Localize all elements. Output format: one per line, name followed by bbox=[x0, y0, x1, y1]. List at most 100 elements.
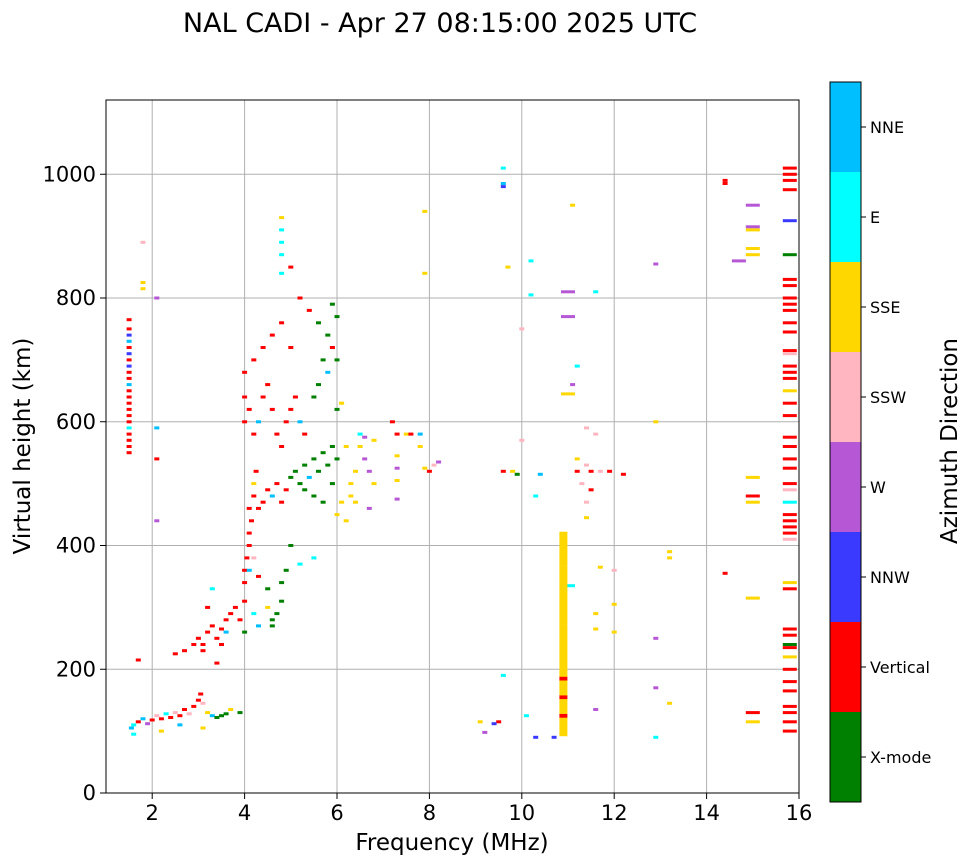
echo-point bbox=[782, 537, 797, 541]
echo-point bbox=[128, 726, 134, 730]
echo-point bbox=[288, 407, 294, 411]
echo-point bbox=[154, 519, 160, 523]
echo-point bbox=[782, 525, 797, 529]
echo-point bbox=[519, 438, 525, 442]
x-tick-label: 8 bbox=[423, 801, 436, 825]
echo-point bbox=[745, 225, 760, 229]
echo-point bbox=[251, 556, 257, 560]
echo-point bbox=[311, 395, 317, 399]
echo-point bbox=[559, 661, 568, 666]
echo-point bbox=[242, 630, 248, 634]
echo-point bbox=[394, 454, 400, 458]
echo-point bbox=[200, 643, 206, 646]
echo-point bbox=[745, 720, 760, 724]
echo-point bbox=[283, 420, 289, 424]
echo-point bbox=[366, 469, 372, 473]
echo-point bbox=[782, 308, 797, 312]
x-tick-label: 16 bbox=[786, 801, 813, 825]
echo-point bbox=[782, 401, 797, 405]
grid-lines bbox=[106, 100, 800, 794]
colorbar-tick-label: W bbox=[870, 478, 886, 497]
echo-point bbox=[274, 432, 280, 436]
echo-point bbox=[653, 420, 659, 424]
echo-point bbox=[329, 445, 335, 448]
echo-point bbox=[242, 568, 248, 572]
echo-point bbox=[782, 466, 797, 470]
colorbar-tick-label: NNE bbox=[870, 118, 904, 137]
echo-point bbox=[209, 624, 215, 628]
echo-point bbox=[782, 457, 797, 461]
echo-point bbox=[265, 383, 271, 387]
x-tick-label: 4 bbox=[238, 801, 251, 825]
echo-point bbox=[251, 432, 257, 436]
echo-point bbox=[559, 554, 568, 558]
echo-point bbox=[782, 321, 797, 325]
echo-point bbox=[297, 296, 303, 300]
echo-point bbox=[260, 346, 266, 349]
echo-point bbox=[653, 636, 659, 640]
echo-point bbox=[343, 519, 349, 523]
colorbar-frame bbox=[829, 81, 862, 803]
echo-point bbox=[168, 716, 174, 719]
echo-point bbox=[228, 612, 234, 616]
echo-point bbox=[559, 658, 568, 662]
echo-point bbox=[436, 460, 442, 464]
echo-point bbox=[246, 407, 252, 411]
echo-point bbox=[745, 203, 760, 207]
echo-point bbox=[782, 277, 797, 281]
echo-point bbox=[205, 711, 211, 715]
echo-point bbox=[782, 704, 797, 708]
echo-point bbox=[302, 488, 308, 492]
echo-point bbox=[251, 358, 257, 362]
colorbar-tick-label: SSE bbox=[870, 298, 900, 317]
echo-point bbox=[279, 228, 285, 232]
echo-point bbox=[620, 472, 626, 476]
echo-point bbox=[559, 676, 568, 681]
echo-point bbox=[559, 546, 568, 551]
echo-point bbox=[559, 698, 568, 703]
echo-point bbox=[559, 583, 568, 588]
echo-point bbox=[154, 457, 160, 461]
echo-point bbox=[306, 308, 312, 312]
echo-point bbox=[782, 302, 797, 306]
echo-point bbox=[126, 395, 132, 399]
echo-point bbox=[140, 240, 146, 244]
x-tick-label: 2 bbox=[146, 801, 159, 825]
echo-points bbox=[126, 166, 797, 739]
echo-point bbox=[408, 432, 414, 436]
echo-point bbox=[782, 667, 797, 671]
echo-point bbox=[283, 488, 289, 492]
echo-point bbox=[745, 475, 760, 479]
echo-point bbox=[559, 565, 568, 570]
echo-point bbox=[131, 732, 137, 736]
echo-point bbox=[559, 561, 568, 566]
echo-point bbox=[422, 271, 428, 275]
echo-point bbox=[242, 420, 248, 424]
y-tick-label: 600 bbox=[56, 410, 96, 434]
echo-point bbox=[279, 321, 285, 325]
echo-point bbox=[172, 652, 178, 656]
echo-point bbox=[198, 692, 204, 696]
echo-point bbox=[559, 635, 568, 640]
echo-point bbox=[417, 432, 423, 436]
echo-point bbox=[260, 500, 266, 504]
echo-point bbox=[279, 445, 285, 448]
echo-point bbox=[288, 544, 294, 547]
echo-point bbox=[745, 500, 760, 504]
echo-point bbox=[611, 630, 617, 634]
echo-point bbox=[782, 680, 797, 684]
echo-point bbox=[559, 721, 568, 726]
echo-point bbox=[782, 253, 797, 257]
echo-point bbox=[219, 714, 224, 718]
echo-point bbox=[200, 701, 206, 705]
echo-point bbox=[782, 711, 797, 715]
echo-point bbox=[297, 562, 303, 566]
echo-point bbox=[574, 457, 580, 461]
echo-point bbox=[559, 702, 568, 707]
colorbar-tick-label: E bbox=[870, 208, 880, 227]
x-axis-label: Frequency (MHz) bbox=[355, 830, 548, 856]
echo-point bbox=[242, 395, 248, 399]
echo-point bbox=[334, 315, 340, 319]
echo-point bbox=[269, 618, 275, 622]
